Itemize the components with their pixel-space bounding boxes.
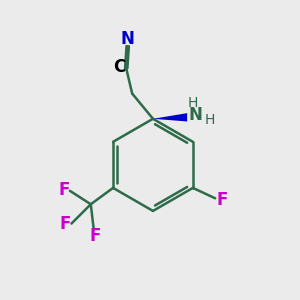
Text: F: F (216, 191, 227, 209)
Text: N: N (121, 30, 135, 48)
Text: C: C (114, 58, 126, 76)
Text: F: F (59, 181, 70, 199)
Text: F: F (60, 214, 71, 232)
Text: F: F (90, 227, 101, 245)
Text: N: N (188, 106, 203, 124)
Text: H: H (188, 96, 198, 110)
Text: H: H (204, 113, 214, 127)
Polygon shape (153, 113, 187, 122)
